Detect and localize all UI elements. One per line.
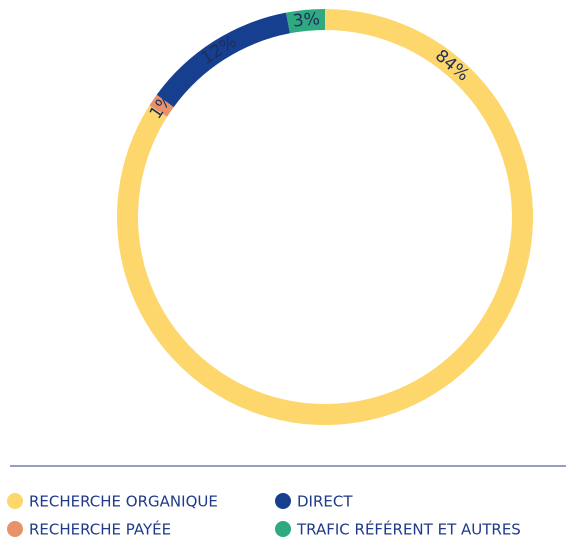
legend-swatch [275, 521, 291, 537]
legend-swatch [275, 493, 291, 509]
legend-label: TRAFIC RÉFÉRENT ET AUTRES [296, 520, 521, 539]
legend-label: DIRECT [297, 493, 353, 511]
donut-slice [156, 12, 290, 108]
legend-swatch [7, 493, 23, 509]
legend-label: RECHERCHE ORGANIQUE [29, 493, 218, 511]
donut-slice [286, 9, 325, 34]
legend-swatch [7, 521, 23, 537]
legend-label: RECHERCHE PAYÉE [29, 520, 171, 539]
donut-slice [149, 94, 174, 117]
slice-label: 3% [292, 9, 321, 31]
